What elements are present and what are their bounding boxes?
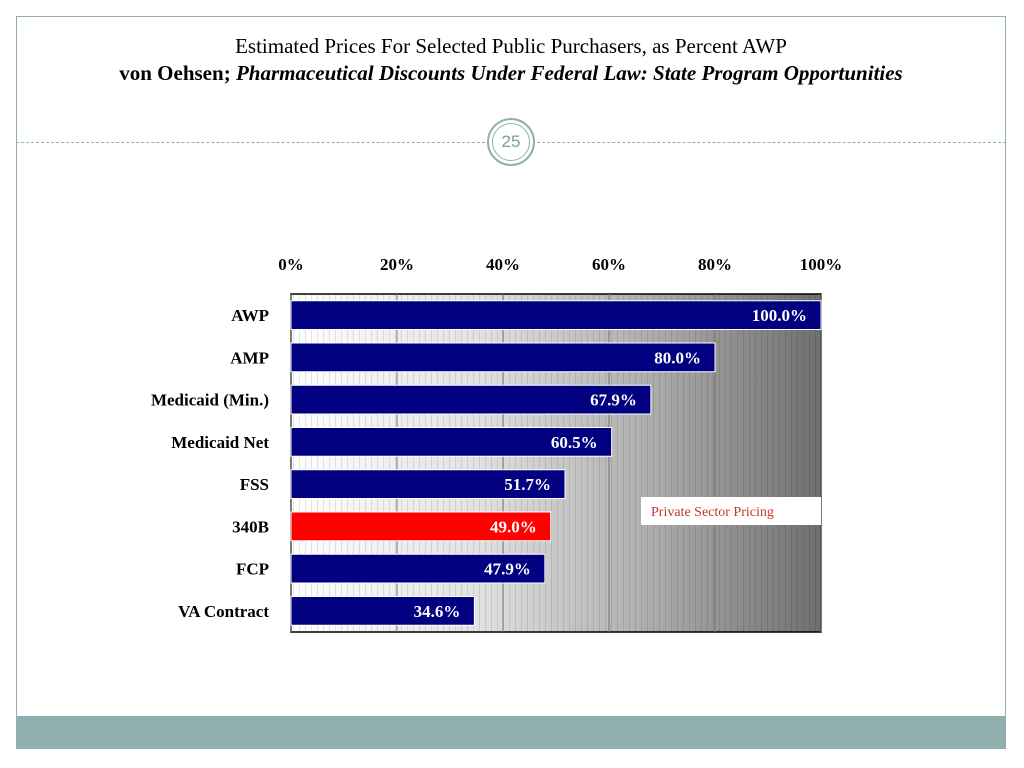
- category-labels: AWP AMP Medicaid (Min.) Medicaid Net FSS 340B…: [151, 306, 269, 621]
- annotation-text: Private Sector Pricing: [651, 505, 774, 520]
- title-citation: von Oehsen; Pharmaceutical Discounts Und…: [16, 59, 1006, 87]
- bar: [290, 553, 546, 584]
- category-label: VA Contract: [178, 602, 269, 621]
- x-axis-ticks: 0% 20% 40% 60% 80% 100%: [278, 255, 842, 274]
- bar: [290, 511, 552, 542]
- category-label: Medicaid (Min.): [151, 391, 269, 410]
- data-label: 49.0%: [490, 517, 537, 536]
- annotation: Private Sector Pricing: [641, 497, 821, 525]
- slide-number: 25: [492, 123, 530, 161]
- footer-bar: [16, 716, 1006, 749]
- title-work: Pharmaceutical Discounts Under Federal L…: [235, 61, 903, 85]
- data-label: 80.0%: [654, 348, 701, 367]
- data-label: 34.6%: [414, 602, 461, 621]
- bar: [290, 300, 822, 330]
- annotation-box: [641, 497, 821, 525]
- x-tick-label: 80%: [698, 255, 732, 274]
- x-tick-label: 100%: [800, 255, 843, 274]
- x-tick-label: 20%: [380, 255, 414, 274]
- data-label: 51.7%: [504, 475, 551, 494]
- data-label: 67.9%: [590, 391, 637, 410]
- category-label: 340B: [232, 517, 269, 536]
- bar: [290, 427, 613, 457]
- category-label: AWP: [231, 306, 269, 325]
- bar: [290, 342, 716, 373]
- title-author: von Oehsen: [119, 61, 224, 85]
- x-tick-label: 0%: [278, 255, 304, 274]
- data-label: 100.0%: [752, 306, 807, 325]
- x-tick-label: 40%: [486, 255, 520, 274]
- title-separator: ;: [223, 61, 236, 85]
- bar: [290, 469, 566, 499]
- title-line-1: Estimated Prices For Selected Public Pur…: [235, 34, 787, 58]
- data-label: 47.9%: [484, 560, 531, 579]
- category-label: AMP: [230, 348, 269, 367]
- slide-number-badge: 25: [487, 118, 535, 166]
- bar: [290, 384, 652, 415]
- bars: 100.0% 80.0% 67.9% 60.5% 51.7% 49.0% 47.9% 34.6…: [290, 300, 822, 626]
- category-label: FSS: [240, 475, 269, 494]
- x-tick-label: 60%: [592, 255, 626, 274]
- bar: [290, 596, 475, 626]
- data-label: 60.5%: [551, 433, 598, 452]
- category-label: FCP: [236, 560, 269, 579]
- slide-title: Estimated Prices For Selected Public Pur…: [16, 33, 1006, 87]
- category-label: Medicaid Net: [171, 433, 269, 452]
